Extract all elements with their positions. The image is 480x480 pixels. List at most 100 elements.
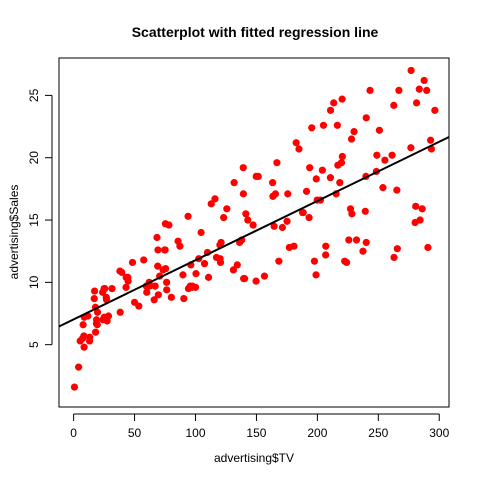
data-point (350, 127, 358, 136)
data-point (204, 273, 213, 281)
data-point (412, 99, 421, 107)
x-tick-label: 200 (307, 426, 327, 440)
data-point (79, 321, 87, 329)
data-point (337, 159, 346, 167)
data-point (352, 236, 361, 244)
data-point (278, 223, 286, 232)
data-point (390, 101, 398, 109)
data-point (407, 66, 415, 75)
data-point (90, 287, 99, 295)
data-point (118, 268, 126, 276)
data-point (393, 186, 401, 194)
data-point (312, 271, 320, 279)
data-point (154, 291, 162, 299)
data-point (362, 238, 370, 247)
data-point (310, 257, 319, 265)
data-point (336, 179, 344, 187)
data-point (239, 164, 247, 172)
data-point (423, 86, 431, 95)
data-point (70, 383, 79, 391)
data-point (338, 95, 346, 103)
data-point (252, 277, 260, 285)
data-point (283, 217, 291, 225)
data-point (92, 316, 101, 324)
data-point (216, 258, 225, 267)
data-point (284, 190, 292, 198)
data-point (299, 208, 307, 217)
data-point (270, 222, 278, 230)
data-point (91, 328, 100, 336)
data-point (135, 302, 143, 310)
data-point (312, 175, 320, 183)
data-point (80, 343, 88, 351)
y-tick-label: 25 (27, 88, 41, 102)
data-point (244, 216, 252, 224)
data-point (326, 174, 335, 182)
y-axis-label: advertising$Sales (7, 185, 21, 280)
data-point (239, 190, 247, 198)
data-point (80, 332, 88, 340)
x-tick-label: 250 (368, 426, 388, 440)
data-point (415, 85, 423, 93)
data-point (101, 284, 109, 293)
plot-frame (58, 57, 450, 408)
data-point (271, 190, 280, 198)
data-point (290, 242, 298, 250)
data-point (249, 221, 257, 229)
data-point (412, 202, 420, 210)
data-point (108, 284, 116, 293)
data-point (153, 233, 161, 242)
data-point (322, 242, 330, 250)
y-tick-label: 10 (27, 275, 41, 289)
data-point (381, 156, 389, 164)
data-point (180, 294, 188, 303)
regression-line (58, 136, 450, 328)
data-point (90, 294, 98, 303)
data-point (75, 363, 83, 371)
data-point (322, 251, 330, 259)
data-point (269, 179, 277, 187)
data-point (275, 257, 283, 265)
data-point (359, 247, 367, 255)
x-tick-label: 150 (246, 426, 266, 440)
data-point (99, 316, 107, 324)
data-point (330, 99, 338, 107)
data-point (343, 258, 351, 267)
data-point (191, 283, 200, 291)
data-point (390, 253, 398, 262)
data-point (176, 242, 184, 250)
x-tick-label: 300 (429, 426, 449, 440)
data-point (167, 293, 175, 301)
data-point (124, 277, 132, 285)
data-point (86, 333, 94, 341)
data-point (308, 124, 316, 132)
data-point (420, 76, 428, 85)
data-point (333, 121, 341, 129)
data-point (418, 205, 426, 213)
y-tick-label: 15 (27, 213, 41, 227)
data-point (273, 159, 281, 167)
data-point (362, 114, 370, 122)
x-tick-label: 50 (128, 426, 142, 440)
data-point (207, 200, 215, 208)
data-point (229, 266, 238, 274)
data-point (345, 236, 353, 244)
data-point (128, 258, 137, 267)
data-point (116, 308, 124, 316)
data-point (318, 166, 326, 174)
data-point (373, 151, 381, 159)
data-point (233, 261, 241, 269)
data-point (104, 312, 113, 320)
y-tick-label: 5 (27, 341, 41, 348)
data-point (179, 271, 187, 279)
regression-line-group (58, 136, 450, 328)
data-point (338, 152, 346, 161)
data-point (154, 246, 162, 254)
data-point (302, 187, 311, 195)
data-point (140, 256, 148, 264)
data-point (295, 145, 303, 153)
data-point (162, 265, 170, 273)
data-point (395, 86, 403, 95)
data-point (163, 286, 171, 294)
